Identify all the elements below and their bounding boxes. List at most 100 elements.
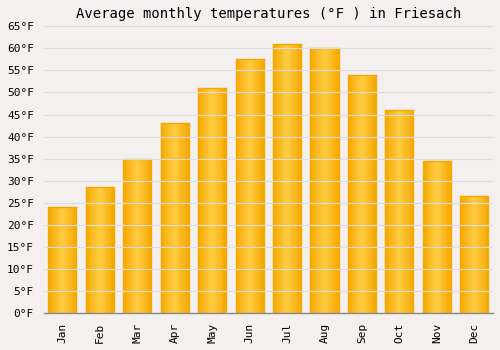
Bar (314, 48, 315, 313)
Bar (312, 48, 314, 313)
Bar (412, 110, 414, 313)
Bar (389, 110, 390, 313)
Title: Average monthly temperatures (°F ) in Friesach: Average monthly temperatures (°F ) in Fr… (76, 7, 461, 21)
Bar (280, 44, 281, 313)
Bar (111, 187, 112, 313)
Bar (129, 159, 130, 313)
Bar (461, 196, 462, 313)
Bar (349, 75, 350, 313)
Bar (136, 159, 138, 313)
Bar (100, 187, 101, 313)
Bar (468, 196, 469, 313)
Bar (180, 123, 182, 313)
Bar (428, 161, 430, 313)
Bar (359, 75, 360, 313)
Bar (90, 187, 92, 313)
Bar (259, 60, 260, 313)
Bar (465, 196, 466, 313)
Bar (392, 110, 393, 313)
Bar (434, 161, 435, 313)
Bar (247, 60, 248, 313)
Bar (130, 159, 132, 313)
Bar (125, 159, 126, 313)
Bar (396, 110, 398, 313)
Bar (214, 88, 215, 313)
Bar (206, 88, 208, 313)
Bar (375, 75, 376, 313)
Bar (334, 48, 335, 313)
Bar (464, 196, 465, 313)
Bar (109, 187, 110, 313)
Bar (481, 196, 482, 313)
Bar (336, 48, 338, 313)
Bar (199, 88, 200, 313)
Bar (51, 207, 52, 313)
Bar (70, 207, 71, 313)
Bar (435, 161, 436, 313)
Bar (276, 44, 277, 313)
Bar (88, 187, 90, 313)
Bar (222, 88, 224, 313)
Bar (282, 44, 284, 313)
Bar (256, 60, 257, 313)
Bar (110, 187, 111, 313)
Bar (476, 196, 477, 313)
Bar (365, 75, 366, 313)
Bar (373, 75, 374, 313)
Bar (447, 161, 448, 313)
Bar (200, 88, 201, 313)
Bar (436, 161, 437, 313)
Bar (236, 60, 238, 313)
Bar (477, 196, 478, 313)
Bar (240, 60, 241, 313)
Bar (168, 123, 169, 313)
Bar (404, 110, 405, 313)
Bar (329, 48, 330, 313)
Bar (398, 110, 400, 313)
Bar (126, 159, 127, 313)
Bar (140, 159, 141, 313)
Bar (243, 60, 244, 313)
Bar (358, 75, 359, 313)
Bar (143, 159, 144, 313)
Bar (108, 187, 109, 313)
Bar (258, 60, 259, 313)
Bar (50, 207, 51, 313)
Bar (444, 161, 446, 313)
Bar (141, 159, 142, 313)
Bar (94, 187, 95, 313)
Bar (368, 75, 370, 313)
Bar (262, 60, 264, 313)
Bar (316, 48, 317, 313)
Bar (128, 159, 129, 313)
Bar (400, 110, 402, 313)
Bar (480, 196, 481, 313)
Bar (162, 123, 164, 313)
Bar (318, 48, 319, 313)
Bar (169, 123, 170, 313)
Bar (210, 88, 212, 313)
Bar (146, 159, 148, 313)
Bar (202, 88, 203, 313)
Bar (104, 187, 106, 313)
Bar (326, 48, 328, 313)
Bar (483, 196, 484, 313)
Bar (176, 123, 178, 313)
Bar (362, 75, 363, 313)
Bar (440, 161, 442, 313)
Bar (185, 123, 186, 313)
Bar (391, 110, 392, 313)
Bar (482, 196, 483, 313)
Bar (102, 187, 104, 313)
Bar (317, 48, 318, 313)
Bar (386, 110, 388, 313)
Bar (183, 123, 184, 313)
Bar (71, 207, 72, 313)
Bar (402, 110, 403, 313)
Bar (287, 44, 288, 313)
Bar (486, 196, 488, 313)
Bar (285, 44, 286, 313)
Bar (150, 159, 152, 313)
Bar (467, 196, 468, 313)
Bar (406, 110, 407, 313)
